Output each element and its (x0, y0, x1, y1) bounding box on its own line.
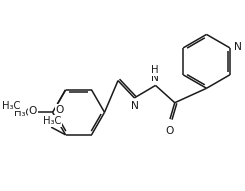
Text: H₃C: H₃C (14, 108, 33, 118)
Text: H₃C: H₃C (1, 101, 20, 111)
Text: O: O (166, 126, 174, 136)
Text: N: N (131, 101, 139, 111)
Text: N: N (151, 73, 159, 83)
Text: H₃C: H₃C (43, 116, 61, 126)
Text: N: N (234, 42, 242, 52)
Text: O: O (56, 105, 64, 115)
Text: O: O (42, 116, 50, 126)
Text: H: H (151, 65, 158, 75)
Text: O: O (29, 106, 37, 116)
